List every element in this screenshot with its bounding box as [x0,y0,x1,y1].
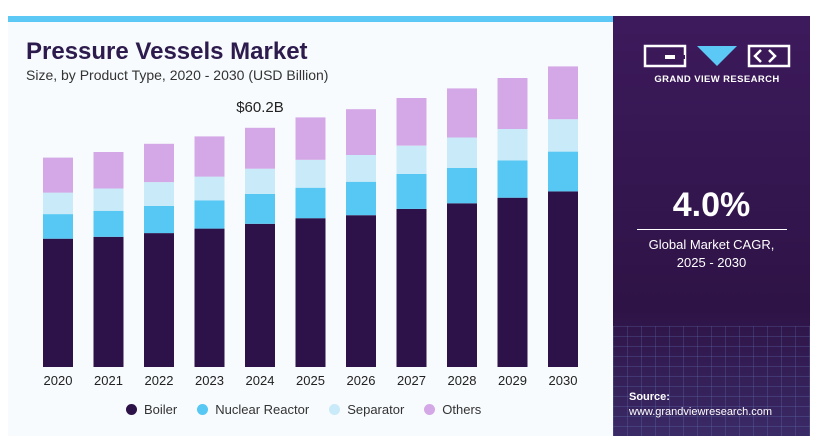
x-tick-label-2024: 2024 [246,373,275,388]
x-tick-label-2026: 2026 [347,373,376,388]
bar-others-2020 [43,157,73,193]
x-tick-label-2023: 2023 [195,373,224,388]
data-label-2024: $60.2B [236,99,284,116]
bar-others-2023 [194,136,225,177]
bar-boiler-2030 [548,191,578,367]
bar-others-2025 [295,117,326,160]
brand-name: GRAND VIEW RESEARCH [654,74,780,85]
bar-separator-2027 [396,145,427,174]
bar-nuclear-reactor-2029 [497,160,528,198]
legend-item-nuclear-reactor: Nuclear Reactor [197,402,309,417]
cagr-divider [637,229,787,230]
chart-title: Pressure Vessels Market [26,38,308,65]
bar-boiler-2024 [245,223,275,367]
bar-nuclear-reactor-2028 [447,168,477,204]
bar-boiler-2023 [194,228,225,367]
cagr-value: 4.0% [672,186,751,224]
bar-separator-2030 [548,119,578,152]
bar-separator-2020 [43,192,73,215]
bar-others-2027 [396,98,427,146]
source-url[interactable]: www.grandviewresearch.com [629,406,773,418]
bar-nuclear-reactor-2020 [43,214,73,239]
stacked-bar-chart: 2020 2021 2022 2023 2024 2025 2026 2027 2028 2029… [43,66,578,388]
legend-swatch-others [424,404,436,415]
bar-separator-2021 [93,188,124,211]
x-tick-label-2021: 2021 [94,373,123,388]
x-tick-label-2029: 2029 [498,373,527,388]
x-tick-label-2025: 2025 [296,373,325,388]
x-tick-label-2030: 2030 [549,373,578,388]
cagr-label-line-1: Global Market CAGR, [648,237,775,252]
source-label: Source: [629,391,670,403]
accent-bar [8,16,613,22]
bar-separator-2024 [245,168,275,194]
cagr-label: Global Market CAGR, 2025 - 2030 [613,236,810,272]
bar-nuclear-reactor-2026 [346,181,376,216]
source-note: Source: www.grandviewresearch.com [629,390,772,420]
bar-others-2030 [548,66,578,120]
legend-item-others: Others [424,402,481,417]
bar-others-2028 [447,88,477,138]
brand-logo: GRAND VIEW RESEARCH [643,42,791,92]
legend-label-boiler: Boiler [144,402,178,417]
legend-item-separator: Separator [329,402,404,417]
legend-swatch-separator [329,404,341,415]
bar-nuclear-reactor-2021 [93,210,124,237]
bar-nuclear-reactor-2025 [295,187,326,219]
chart-card: Pressure Vessels Market Size, by Product… [8,16,810,436]
cagr-label-line-2: 2025 - 2030 [676,255,747,270]
x-tick-label-2027: 2027 [397,373,426,388]
bar-nuclear-reactor-2024 [245,194,275,224]
legend-item-boiler: Boiler [126,402,177,417]
bar-separator-2029 [497,128,528,161]
info-panel: GRAND VIEW RESEARCH 4.0% Global Market C… [613,16,810,436]
bar-boiler-2026 [346,215,376,367]
chart-legend: Boiler Nuclear Reactor Separator Others [126,402,481,417]
bar-nuclear-reactor-2030 [548,151,578,192]
bar-boiler-2028 [447,203,477,367]
legend-swatch-boiler [126,404,137,415]
logo-icon [643,44,791,68]
legend-label-others: Others [442,402,482,417]
x-tick-label-2028: 2028 [448,373,477,388]
x-tick-label-2020: 2020 [44,373,73,388]
bar-boiler-2022 [144,233,174,367]
legend-label-separator: Separator [347,402,405,417]
bar-separator-2026 [346,155,376,182]
bar-others-2029 [497,78,528,129]
bar-boiler-2029 [497,197,528,367]
bar-boiler-2021 [93,236,124,367]
x-tick-label-2022: 2022 [145,373,174,388]
legend-label-nuclear-reactor: Nuclear Reactor [215,402,310,417]
bar-separator-2025 [295,159,326,188]
bar-separator-2022 [144,182,174,206]
bar-others-2026 [346,109,376,155]
bar-nuclear-reactor-2023 [194,200,225,229]
bar-nuclear-reactor-2027 [396,173,427,209]
bar-boiler-2020 [43,238,73,367]
bar-boiler-2027 [396,208,427,367]
bar-others-2021 [93,152,124,189]
legend-swatch-nuclear-reactor [197,404,209,415]
chart-subtitle: Size, by Product Type, 2020 - 2030 (USD … [26,67,329,83]
decorative-grid [613,326,810,436]
bar-others-2022 [144,143,174,183]
bar-nuclear-reactor-2022 [144,205,174,234]
bar-separator-2023 [194,176,225,201]
bar-others-2024 [245,127,275,169]
bar-boiler-2025 [295,218,326,367]
bar-separator-2028 [447,137,477,168]
